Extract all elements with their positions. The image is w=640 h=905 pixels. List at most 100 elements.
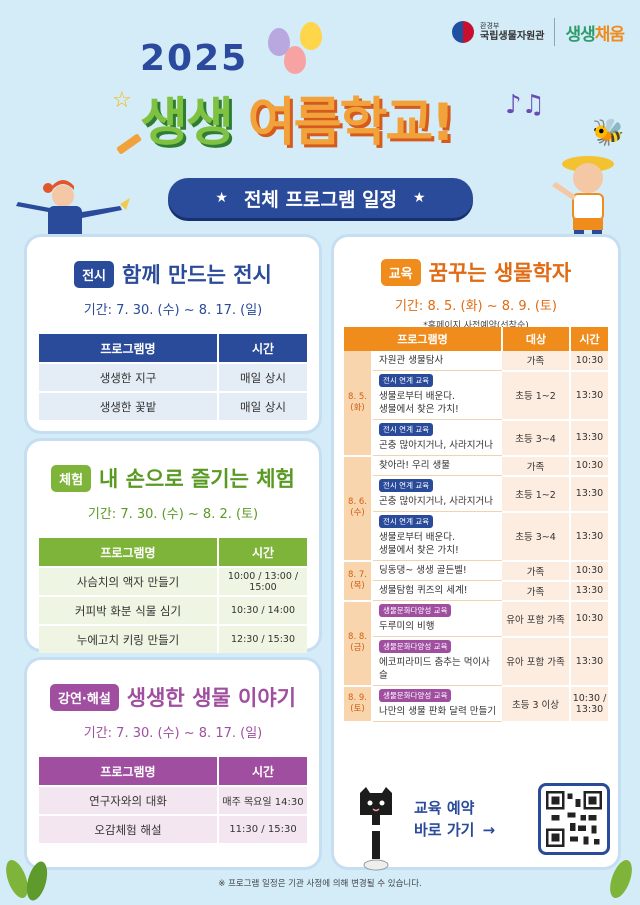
program-time: 13:30: [570, 636, 608, 687]
program-time: 매일 상시: [219, 393, 307, 420]
footnote: ※ 프로그램 일정은 기관 사정에 의해 변경될 수 있습니다.: [218, 879, 422, 889]
col-header-time: 시간: [219, 757, 307, 785]
balloon-icon: [268, 28, 290, 56]
program-cell: 전시 연계 교육 곤충 많아지거나, 사라지거나: [372, 419, 502, 456]
education-badge: 교육: [380, 258, 421, 286]
program-target: 가족: [502, 455, 571, 477]
exhibit-badge: 전시: [74, 260, 115, 288]
program-name: 사슴치의 액자 만들기: [39, 568, 219, 595]
program-name: 생물에서 찾은 가치!: [379, 404, 459, 415]
col-header-time: 시간: [219, 334, 307, 362]
main-title: 생생 여름학교!: [140, 80, 455, 155]
experience-period: 기간: 7. 30. (수) ~ 8. 2. (토): [87, 507, 259, 522]
date-label: 8. 6.: [348, 497, 367, 507]
arrow-right-icon: →: [482, 821, 496, 839]
program-cell: 전시 연계 교육 생물로부터 배운다. 생물에서 찾은 가치!: [372, 511, 502, 561]
program-target: 초등 3~4: [502, 511, 571, 562]
experience-table: 프로그램명 시간 사슴치의 액자 만들기 10:00 / 13:00 / 15:00…: [39, 536, 307, 655]
title-part-b: 여름학교!: [247, 93, 455, 153]
col-header-name: 프로그램명: [39, 757, 219, 785]
program-time: 10:30: [570, 351, 608, 372]
program-name: 생물로부터 배운다.: [379, 391, 455, 402]
program-target: 초등 1~2: [502, 475, 571, 513]
program-time: 13:30: [570, 370, 608, 421]
program-target: 가족: [502, 560, 571, 582]
program-tag: 생물문화다양성 교육: [379, 689, 452, 702]
program-name: 곤충 많아지거나, 사라지거나: [379, 440, 493, 451]
col-header-time: 시간: [570, 327, 608, 351]
weekday-label: (목): [350, 580, 365, 591]
org-name: 국립생물자원관: [480, 30, 545, 42]
program-name: 오감체험 해설: [39, 816, 219, 843]
exhibit-title: 함께 만드는 전시: [122, 263, 272, 287]
weekday-label: (금): [350, 643, 365, 653]
program-target: 가족: [502, 580, 571, 602]
program-cell: 전시 연계 교육 생물로부터 배운다. 생물에서 찾은 가치!: [372, 370, 502, 420]
table-row: 생생한 지구 매일 상시: [39, 364, 307, 391]
table-row: 전시 연계 교육 곤충 많아지거나, 사라지거나 초등 1~2 13:30: [344, 475, 608, 513]
program-cell: 전시 연계 교육 곤충 많아지거나, 사라지거나: [372, 475, 502, 512]
program-time: 11:30 / 15:30: [219, 816, 307, 843]
reserve-link[interactable]: 교육 예약 바로 가기 →: [414, 797, 495, 841]
program-name: 커피박 화분 식물 심기: [39, 597, 219, 624]
org-small-label: 환경부: [480, 21, 500, 30]
program-time: 10:30: [570, 600, 608, 638]
date-label: 8. 7.: [348, 569, 367, 580]
program-name: 나만의 생물 판화 달력 만들기: [379, 706, 496, 717]
smiley-balloon-icon: [300, 22, 322, 50]
program-name: 생물에서 찾은 가치!: [379, 545, 459, 556]
qr-code[interactable]: [538, 783, 610, 855]
date-cell: 8. 6. (수): [344, 455, 373, 562]
logo-divider: [554, 18, 556, 46]
col-header-name: 프로그램명: [344, 327, 503, 351]
lecture-table: 프로그램명 시간 연구자와의 대화 매주 목요일 14:30 오감체험 해설 11:3…: [39, 755, 307, 845]
table-row: 누에고치 키링 만들기 12:30 / 15:30: [39, 626, 307, 653]
program-target: 초등 3 이상: [502, 685, 571, 723]
music-note-icon: ♪♫: [505, 90, 545, 120]
lecture-panel: 강연·해설 생생한 생물 이야기 기간: 7. 30. (수) ~ 8. 17.…: [27, 660, 319, 867]
boy-character-icon: [552, 156, 614, 240]
program-target: 가족: [502, 351, 571, 372]
program-time: 13:30: [570, 475, 608, 513]
program-time: 10:30 / 14:00: [219, 597, 307, 624]
lecture-badge: 강연·해설: [50, 683, 119, 711]
program-name: 에코피라미드 춤추는 먹이사슬: [379, 657, 490, 681]
date-cell: 8. 9. (토): [344, 685, 373, 723]
table-row: 8. 7. (목) 딩동댕~ 생생 골든벨! 가족 10:30: [344, 560, 608, 602]
brand-logo: 생생채움: [565, 20, 625, 45]
program-target: 유아 포함 가족: [502, 600, 571, 638]
table-row: 커피박 화분 식물 심기 10:30 / 14:00: [39, 597, 307, 624]
program-target: 유아 포함 가족: [502, 636, 571, 687]
program-name: 곤충 많아지거나, 사라지거나: [379, 496, 493, 507]
weekday-label: (수): [350, 508, 365, 518]
table-row: 연구자와의 대화 매주 목요일 14:30: [39, 787, 307, 814]
program-name: 연구자와의 대화: [39, 787, 219, 814]
program-time: 매일 상시: [219, 364, 307, 391]
program-cell: 찾아라! 우리 생물: [372, 455, 502, 476]
star-icon: ☆: [112, 88, 132, 113]
experience-badge: 체험: [51, 464, 92, 492]
table-row: 8. 5. (화) 자원관 생물탐사 가족 10:30: [344, 351, 608, 457]
program-tag: 전시 연계 교육: [379, 515, 434, 528]
table-row: 전시 연계 교육 생물로부터 배운다. 생물에서 찾은 가치! 초등 3~4 13:30: [344, 511, 608, 562]
table-row: 8. 6. (수) 찾아라! 우리 생물 가족 10:30: [344, 455, 608, 562]
star-icon: ★: [413, 190, 426, 206]
program-time: 매주 목요일 14:30: [219, 787, 307, 814]
program-time: 13:30: [570, 511, 608, 562]
education-table: 프로그램명 대상 시간 8. 5. (화) 자원관 생물탐사 가족 10:30 전시 연계…: [344, 327, 608, 723]
table-row: 생물탐험 퀴즈의 세계! 가족 13:30: [344, 580, 608, 602]
program-time: 12:30 / 15:30: [219, 626, 307, 653]
education-title: 꿈꾸는 생물학자: [428, 261, 572, 285]
balloon-icon: [284, 46, 306, 74]
program-time: 10:30: [570, 560, 608, 582]
robot-mascot-icon: [360, 787, 392, 871]
exhibit-table: 프로그램명 시간 생생한 지구 매일 상시 생생한 꽃밭 매일 상시: [39, 332, 307, 422]
date-label: 8. 8.: [348, 632, 367, 642]
table-row: 생생한 꽃밭 매일 상시: [39, 393, 307, 420]
table-row: 사슴치의 액자 만들기 10:00 / 13:00 / 15:00: [39, 568, 307, 595]
year-title: 2025: [140, 38, 249, 79]
exhibit-panel: 전시 함께 만드는 전시 기간: 7. 30. (수) ~ 8. 17. (일)…: [27, 237, 319, 431]
education-panel: 교육 꿈꾸는 생물학자 기간: 8. 5. (화) ~ 8. 9. (토) *홈…: [334, 237, 618, 871]
table-row: 8. 8. (금) 생물문화다양성 교육 두루미의 비행 유아 포함 가족 10:30: [344, 600, 608, 687]
